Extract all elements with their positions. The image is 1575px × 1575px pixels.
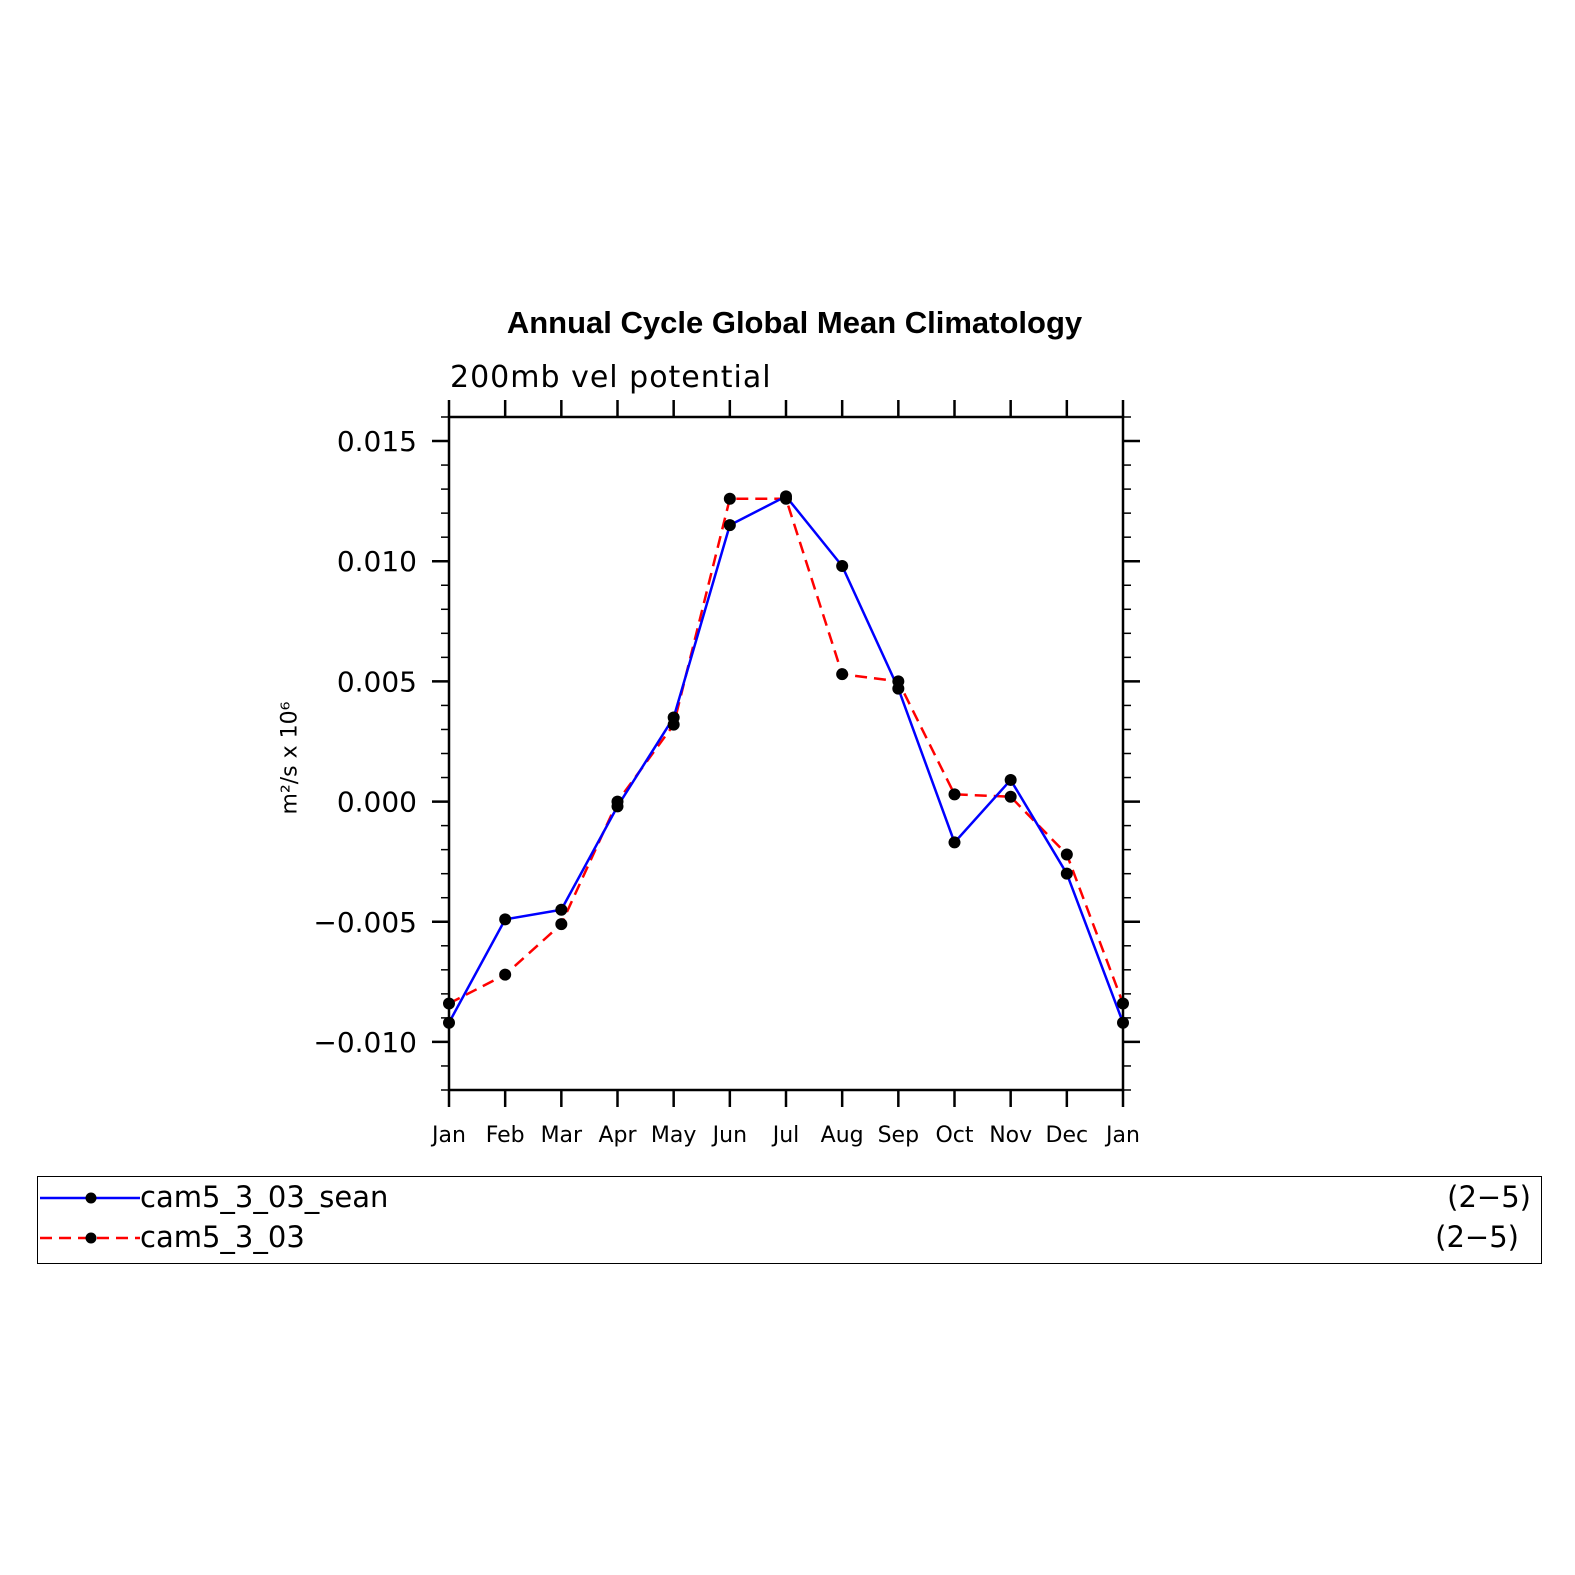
x-tick-label: Jan	[430, 1123, 466, 1148]
series-1-point	[723, 519, 736, 532]
chart-title: Annual Cycle Global Mean Climatology	[506, 305, 1083, 340]
x-tick-label: Apr	[598, 1123, 637, 1148]
chart-subtitle: 200mb vel potential	[450, 360, 772, 395]
series-1-point	[1060, 867, 1073, 880]
series-1-point	[780, 490, 792, 503]
series-line-1	[447, 494, 1125, 1024]
series-line-2	[448, 497, 1125, 1005]
legend-item-1: cam5_3_03_sean (2−5)	[38, 1177, 1541, 1217]
series-1-point	[836, 560, 849, 573]
legend-label-1: cam5_3_03_sean	[140, 1180, 389, 1214]
x-tick-label: Dec	[1046, 1123, 1089, 1148]
series-1-point	[443, 1016, 455, 1029]
legend-swatch-2	[40, 1232, 140, 1244]
y-tick-label: 0.005	[337, 665, 417, 698]
x-tick-label: Sep	[878, 1123, 919, 1148]
plot-frame	[447, 415, 1125, 1092]
legend-range-2: (2−5)	[1435, 1220, 1519, 1254]
series-1-point	[948, 836, 961, 849]
series-2-point	[1004, 790, 1017, 803]
x-tick-label: Nov	[989, 1123, 1032, 1148]
series-1-point	[667, 711, 680, 724]
series-2-point	[723, 492, 736, 505]
series-2-point	[499, 968, 512, 981]
axis-ticks	[432, 400, 1140, 1107]
series-1-point	[499, 913, 512, 926]
series-2-point	[948, 788, 961, 801]
y-tick-label: 0.010	[337, 545, 417, 578]
series-2-point	[1117, 997, 1129, 1010]
y-tick-label: 0.015	[337, 425, 417, 458]
x-tick-label: Aug	[821, 1123, 864, 1148]
legend-label-2: cam5_3_03	[140, 1220, 305, 1254]
tick-labels: Jan Feb Mar Apr May Jun Jul Aug Sep Oct Nov Dec Jan −…	[313, 425, 1140, 1148]
y-tick-label: 0.000	[337, 786, 417, 819]
series-1-point	[555, 903, 568, 916]
y-tick-label: −0.005	[313, 906, 417, 939]
series-2-point	[443, 997, 455, 1010]
x-tick-label: Mar	[541, 1123, 583, 1148]
series-1-point	[892, 682, 905, 695]
x-tick-label: Jun	[711, 1123, 747, 1148]
legend-range-1: (2−5)	[1447, 1180, 1531, 1214]
x-tick-label: Oct	[935, 1123, 973, 1148]
legend-swatch-1	[40, 1192, 140, 1204]
series-2-point	[555, 918, 568, 931]
legend: cam5_3_03_sean (2−5) cam5_3_03 (2−5)	[37, 1176, 1542, 1264]
series-2-point	[1060, 848, 1073, 861]
x-tick-label: May	[651, 1123, 696, 1148]
x-tick-label: Jul	[771, 1123, 800, 1148]
series-1-point	[1004, 773, 1017, 786]
x-tick-label: Jan	[1104, 1123, 1140, 1148]
series-1-point	[1117, 1016, 1129, 1029]
series-1-point	[611, 800, 624, 813]
series-2-point	[836, 668, 849, 681]
x-tick-label: Feb	[486, 1123, 525, 1148]
y-tick-label: −0.010	[313, 1026, 417, 1059]
series-group	[443, 490, 1129, 1029]
legend-item-2: cam5_3_03 (2−5)	[38, 1217, 1541, 1257]
